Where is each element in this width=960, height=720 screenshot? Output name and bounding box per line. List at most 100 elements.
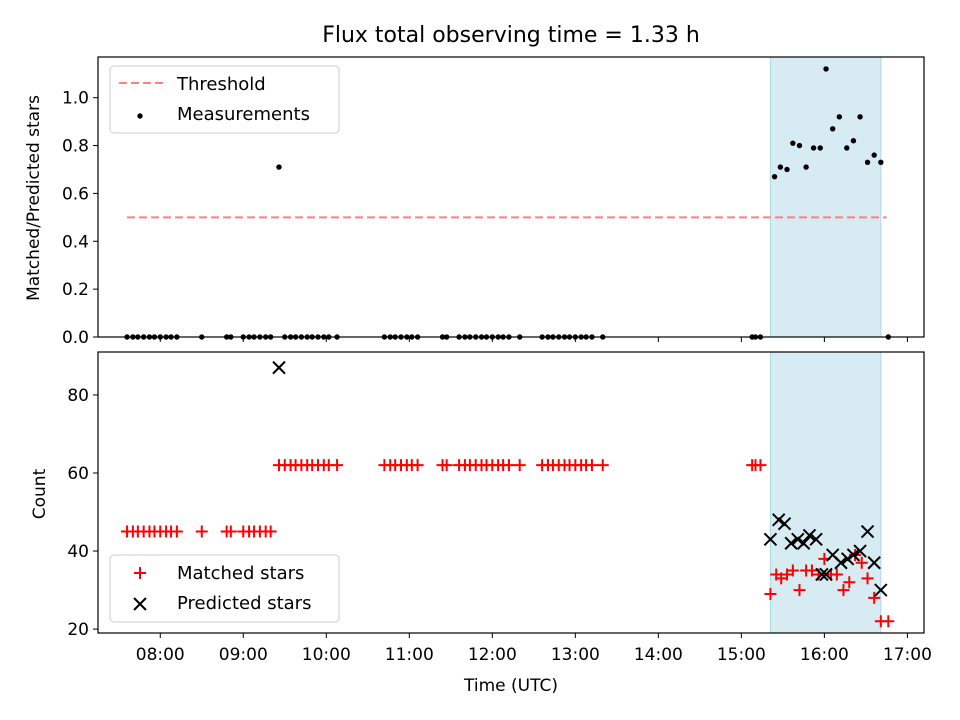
x-tick-label: 14:00 <box>634 645 683 665</box>
y-tick-label: 0.4 <box>62 232 89 252</box>
measurement-point <box>857 114 863 120</box>
predicted-star-point <box>819 567 833 582</box>
predicted-star-point <box>763 532 778 547</box>
x-tick-label: 11:00 <box>385 645 434 665</box>
measurement-point <box>817 145 823 151</box>
matched-star-point <box>513 459 526 472</box>
legend-predicted-swatch <box>133 597 147 611</box>
legend-threshold-label: Threshold <box>176 74 266 95</box>
matched-star-point <box>764 587 777 600</box>
matched-star-point <box>868 591 881 604</box>
matched-star-point <box>786 564 799 577</box>
y-tick-label: 40 <box>67 542 89 562</box>
bottom-y-axis-label: Count <box>30 468 50 519</box>
matched-star-point <box>861 572 874 585</box>
matched-star-point <box>805 564 818 577</box>
matched-star-point <box>195 525 208 538</box>
predicted-star-point <box>834 556 848 570</box>
legend-measurements-label: Measurements <box>177 104 310 125</box>
bottom-observing-span <box>769 351 882 634</box>
measurement-point <box>784 166 790 173</box>
measurement-point <box>850 138 857 144</box>
top-measurement-points <box>124 66 892 340</box>
top-observing-span <box>769 56 882 338</box>
measurement-point <box>836 114 843 120</box>
matched-star-point <box>793 584 806 597</box>
matched-star-point <box>843 576 856 589</box>
matched-star-point <box>264 525 277 538</box>
matched-star-point <box>411 459 424 472</box>
y-tick-label: 0.8 <box>62 137 89 157</box>
bottom-legend: Matched stars Predicted stars <box>109 554 340 623</box>
top-legend-box <box>109 65 340 134</box>
top-legend: Threshold Measurements <box>109 65 340 134</box>
top-axes-frame <box>97 56 925 338</box>
bottom-matched-points <box>121 459 895 628</box>
axes-frame-rect <box>97 56 925 338</box>
y-tick-label: 80 <box>67 386 89 406</box>
legend-predicted-label: Predicted stars <box>177 593 311 614</box>
predicted-star-point <box>791 532 805 547</box>
bottom-legend-box <box>109 554 340 623</box>
measurement-point <box>790 140 796 146</box>
y-tick-label: 20 <box>67 620 89 640</box>
x-tick-label: 09:00 <box>219 645 268 665</box>
matched-star-point <box>502 459 515 472</box>
measurement-point <box>823 66 829 72</box>
measurement-point <box>878 159 884 165</box>
bottom-y-ticks: 20 40 60 80 <box>67 386 98 640</box>
matched-star-point <box>224 525 237 538</box>
matched-star-point <box>585 459 598 472</box>
matched-star-point <box>882 615 895 628</box>
measurement-point <box>864 159 871 165</box>
predicted-star-point <box>777 517 792 531</box>
predicted-star-point <box>840 552 855 566</box>
observing-span-rect <box>769 56 882 338</box>
measurement-point <box>276 164 282 170</box>
matched-star-point <box>440 459 453 472</box>
measurement-point <box>810 145 817 151</box>
axes-frame-rect <box>97 351 925 634</box>
x-tick-label: 08:00 <box>136 645 185 665</box>
measurement-point <box>771 173 778 180</box>
bottom-panel: 20 40 60 80 08:00 09:00 10:00 11:00 12:00 13:00 1… <box>30 351 932 696</box>
bottom-x-ticks: 08:00 09:00 10:00 11:00 12:00 13:00 14:00 15:00… <box>136 633 932 665</box>
x-tick-label: 15:00 <box>717 645 766 665</box>
y-tick-label: 60 <box>67 464 89 484</box>
y-tick-label: 0.2 <box>62 280 89 300</box>
x-tick-label: 16:00 <box>800 645 849 665</box>
observing-span-rect <box>769 351 882 634</box>
legend-matched-swatch <box>134 567 146 579</box>
top-y-ticks: 0.0 0.2 0.4 0.6 0.8 1.0 <box>62 89 98 348</box>
predicted-star-point <box>867 556 881 570</box>
bottom-axes-frame <box>97 351 925 634</box>
matched-star-point <box>596 459 609 472</box>
predicted-star-point <box>815 567 829 582</box>
chart-title: Flux total observing time = 1.33 h <box>322 23 700 48</box>
top-y-axis-label: Matched/Predicted stars <box>24 95 44 301</box>
measurement-point <box>829 126 836 132</box>
top-panel: 0.0 0.2 0.4 0.6 0.8 1.0 Matched/Predicted sta… <box>24 56 925 348</box>
measurement-point <box>796 142 803 149</box>
matched-star-point <box>331 459 344 472</box>
y-tick-label: 0.6 <box>62 184 89 204</box>
x-tick-label: 17:00 <box>883 645 932 665</box>
predicted-star-point <box>796 536 811 550</box>
matched-star-point <box>855 556 868 569</box>
predicted-star-point <box>874 583 888 597</box>
predicted-star-point <box>846 548 861 562</box>
legend-measurements-swatch <box>137 113 143 119</box>
predicted-star-point <box>860 524 875 539</box>
measurement-point <box>871 152 877 158</box>
predicted-star-point <box>802 528 817 543</box>
predicted-star-point <box>272 360 286 375</box>
predicted-star-point <box>772 513 786 527</box>
matched-star-point <box>830 568 843 581</box>
bottom-predicted-points <box>272 360 888 597</box>
measurement-point <box>844 145 850 151</box>
matched-star-point <box>754 459 767 472</box>
bottom-x-axis-label: Time (UTC) <box>463 676 558 696</box>
matched-star-point <box>837 584 850 597</box>
x-tick-label: 10:00 <box>302 645 351 665</box>
